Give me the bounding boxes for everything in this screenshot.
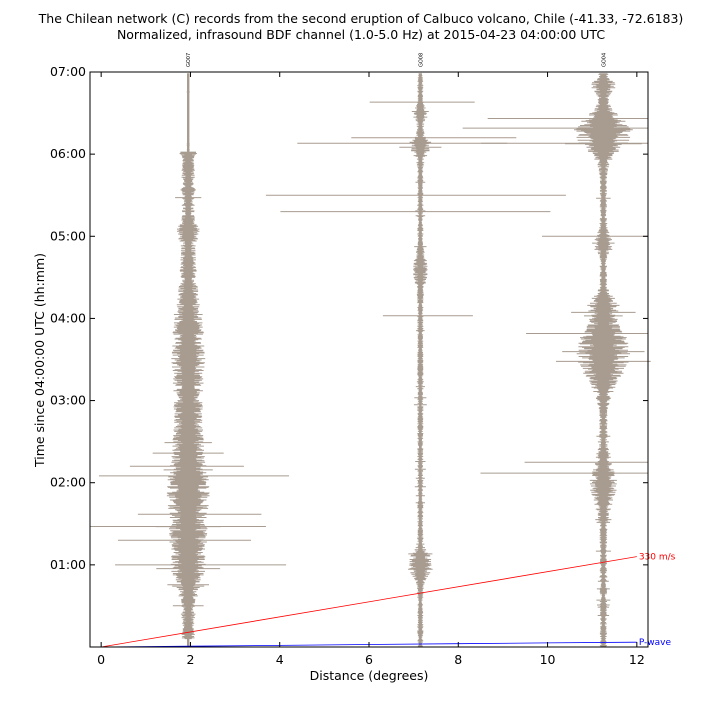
station-trace: [265, 73, 566, 648]
y-tick-label: 01:00: [50, 557, 86, 572]
station-label: GO07: [186, 53, 192, 67]
x-tick-label: 10: [540, 652, 556, 667]
station-label: GO08: [418, 53, 424, 67]
station-labels: GO07 GO08 GO04: [186, 53, 607, 67]
y-axis-label: Time since 04:00:00 UTC (hh:mm): [32, 253, 47, 468]
reference-line-label: 330 m/s: [639, 553, 676, 563]
station-trace: [462, 73, 651, 648]
x-tick-label: 6: [365, 652, 373, 667]
y-tick-label: 07:00: [50, 64, 86, 79]
x-tick-label: 2: [186, 652, 194, 667]
y-tick-label: 02:00: [50, 475, 86, 490]
x-tick-label: 0: [97, 652, 105, 667]
x-axis-label: Distance (degrees): [310, 668, 429, 683]
y-tick-label: 05:00: [50, 228, 86, 243]
y-tick-label: 06:00: [50, 146, 86, 161]
y-tick-label: 04:00: [50, 310, 86, 325]
chart-title: The Chilean network (C) records from the…: [38, 11, 684, 26]
y-tick-label: 03:00: [50, 393, 86, 408]
plot-frame: [89, 71, 649, 648]
x-axis: 0 2 4 6 8 10 12: [97, 72, 645, 667]
x-tick-label: 12: [629, 652, 645, 667]
x-tick-label: 4: [276, 652, 284, 667]
y-axis: 01:00 02:00 03:00 04:00 05:00 06:00 07:00: [50, 64, 648, 572]
reference-line-label: P-wave: [639, 638, 672, 648]
x-tick-label: 8: [454, 652, 462, 667]
station-trace: [90, 73, 289, 648]
waveform-traces: [90, 73, 651, 648]
station-label: GO04: [601, 53, 607, 67]
reference-line: [101, 556, 637, 648]
chart-subtitle: Normalized, infrasound BDF channel (1.0-…: [117, 27, 605, 42]
